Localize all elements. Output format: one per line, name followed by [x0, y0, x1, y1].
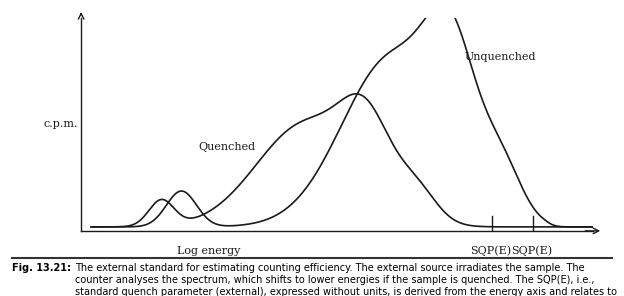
Text: SQP(E): SQP(E): [470, 246, 511, 256]
Text: Quenched: Quenched: [199, 142, 256, 152]
Text: Log energy: Log energy: [177, 246, 241, 256]
Text: The external standard for estimating counting efficiency. The external source ir: The external standard for estimating cou…: [75, 263, 618, 296]
Text: Fig. 13.21:: Fig. 13.21:: [12, 263, 72, 274]
Text: SQP(E): SQP(E): [511, 246, 552, 256]
Y-axis label: c.p.m.: c.p.m.: [43, 119, 77, 129]
Text: Unquenched: Unquenched: [465, 52, 537, 62]
